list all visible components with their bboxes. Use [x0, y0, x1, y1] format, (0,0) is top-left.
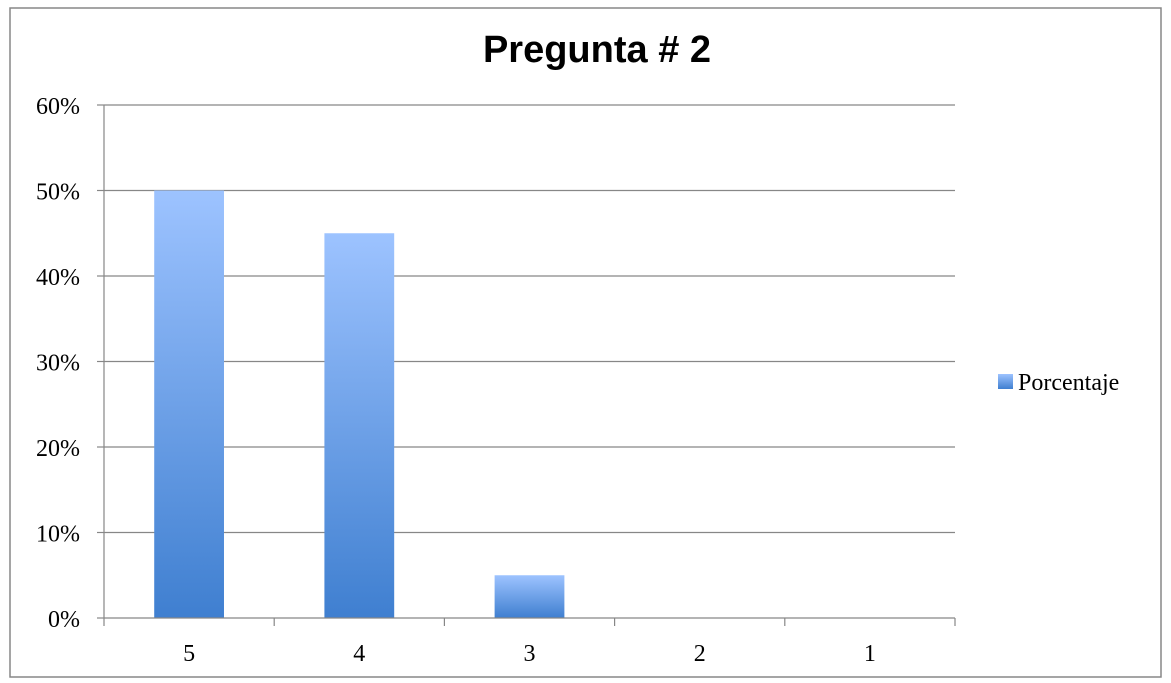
legend-label-porcentaje: Porcentaje [1018, 370, 1119, 396]
y-tick-label: 50% [36, 180, 80, 206]
chart-title: Pregunta # 2 [483, 29, 711, 71]
axes [97, 104, 956, 626]
bars [154, 190, 565, 618]
bar-5 [154, 190, 224, 618]
legend: Porcentaje [998, 370, 1119, 396]
x-tick-label: 2 [694, 641, 706, 667]
y-tick-label: 10% [36, 522, 80, 548]
y-tick-label: 40% [36, 265, 80, 291]
x-tick-label: 5 [183, 641, 195, 667]
x-tick-label: 4 [353, 641, 365, 667]
bar-4 [324, 233, 395, 618]
x-tick-label: 1 [864, 641, 876, 667]
y-tick-label: 0% [48, 607, 80, 633]
bar-3 [494, 575, 565, 618]
gridlines [104, 104, 955, 534]
x-tick-labels: 5 4 3 2 1 [183, 641, 876, 667]
legend-swatch-porcentaje [998, 374, 1013, 389]
x-tick-label: 3 [524, 641, 536, 667]
y-tick-label: 60% [36, 94, 80, 120]
y-tick-label: 30% [36, 351, 80, 377]
y-tick-labels: 0% 10% 20% 30% 40% 50% 60% [36, 94, 80, 633]
y-tick-label: 20% [36, 436, 80, 462]
